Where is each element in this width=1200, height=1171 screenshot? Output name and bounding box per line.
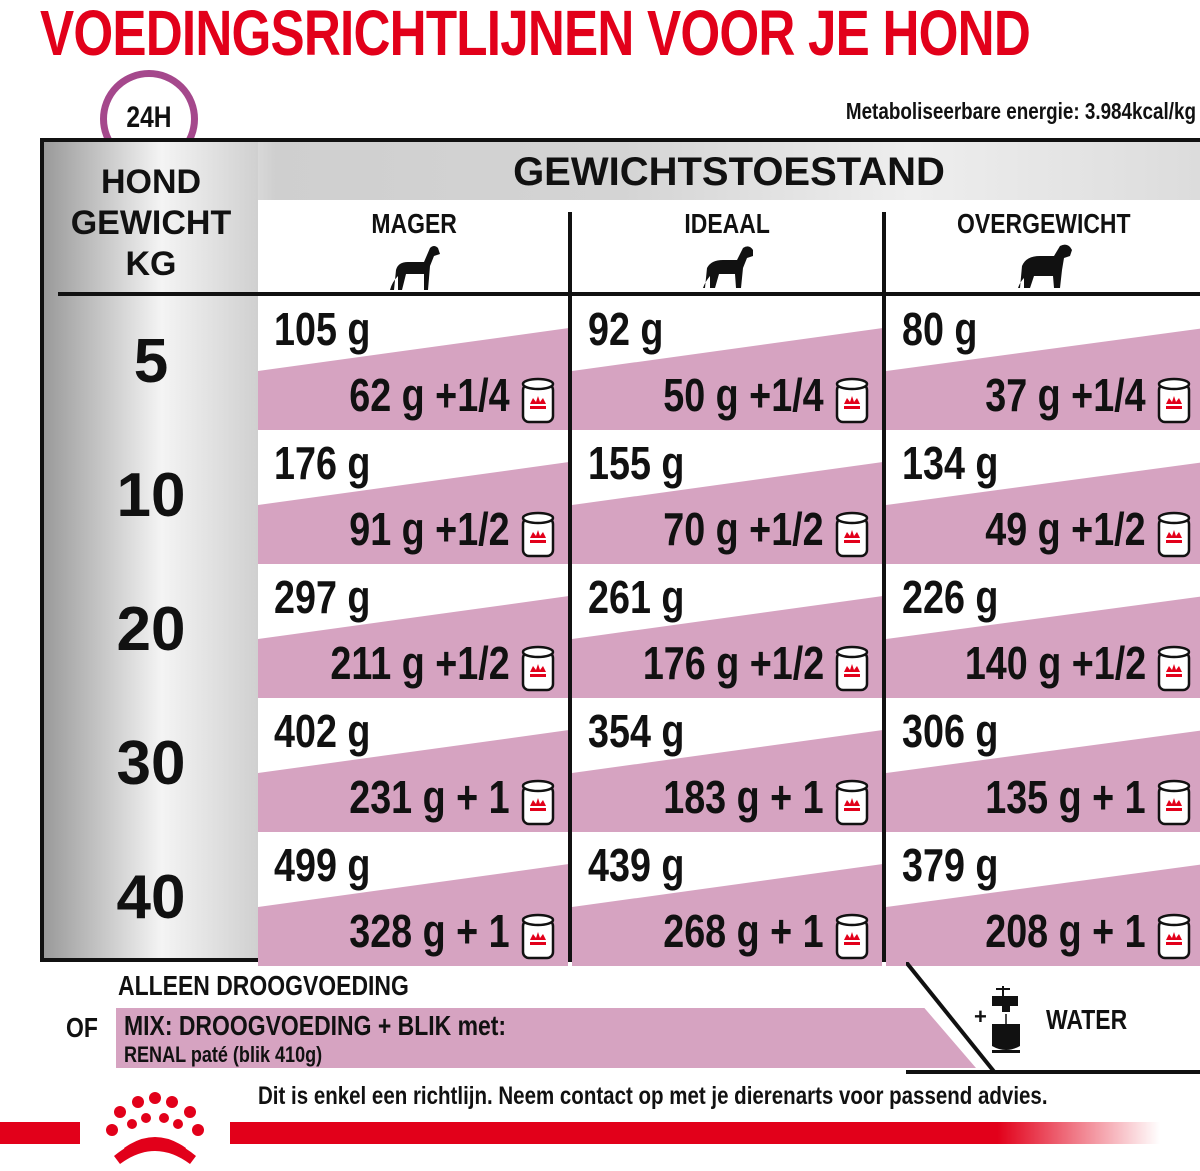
ideal-dog-icon — [703, 246, 753, 288]
can-icon — [1157, 377, 1191, 424]
can-icon — [1157, 913, 1191, 960]
mix-amount: 135 g + 1 — [985, 771, 1146, 823]
overweight-dog-icon — [1018, 244, 1072, 288]
can-icon — [1157, 645, 1191, 692]
legend-mix-line1: MIX: DROOGVOEDING + BLIK met: — [124, 1010, 507, 1041]
feeding-cell: 155 g 70 g +1/2 — [572, 430, 882, 564]
feeding-cell: 134 g 49 g +1/2 — [886, 430, 1200, 564]
feeding-cell: 105 g 62 g +1/4 — [258, 296, 568, 430]
dry-amount: 105 g — [274, 303, 371, 355]
dog-weight-20: 20 — [116, 595, 186, 664]
mix-amount: 183 g + 1 — [663, 771, 824, 823]
dry-amount: 176 g — [274, 437, 371, 489]
can-icon — [521, 645, 555, 692]
feeding-cell: 261 g 176 g +1/2 — [572, 564, 882, 698]
dog-weight-40: 40 — [116, 863, 186, 932]
mix-amount: 140 g +1/2 — [964, 637, 1146, 689]
legend: ALLEEN DROOGVOEDING OF MIX: DROOGVOEDING… — [0, 962, 1200, 1074]
legend-mix-line2: RENAL paté (blik 410g) — [124, 1042, 323, 1067]
feeding-table: HOND GEWICHT KG GEWICHTSTOESTAND MAGER ID… — [40, 138, 1200, 966]
feeding-cell: 499 g 328 g + 1 — [258, 832, 568, 966]
mix-amount: 49 g +1/2 — [985, 503, 1146, 555]
dog-weight-header: HOND GEWICHT KG — [70, 163, 232, 283]
mix-amount: 62 g +1/4 — [349, 369, 510, 421]
can-icon — [1157, 511, 1191, 558]
column-header-overgewicht: OVERGEWICHT — [884, 200, 1200, 292]
feeding-cell: 80 g 37 g +1/4 — [886, 296, 1200, 430]
column-divider — [882, 212, 886, 958]
dog-weight-30: 30 — [116, 729, 186, 798]
can-icon — [835, 511, 869, 558]
condition-header: GEWICHTSTOESTAND — [513, 150, 945, 194]
dog-weight-5: 5 — [133, 327, 169, 396]
feeding-cell: 379 g 208 g + 1 — [886, 832, 1200, 966]
tap-water-icon — [992, 986, 1020, 1053]
mix-amount: 328 g + 1 — [349, 905, 510, 957]
feeding-cell: 92 g 50 g +1/4 — [572, 296, 882, 430]
can-icon — [835, 913, 869, 960]
can-icon — [521, 377, 555, 424]
mix-amount: 176 g +1/2 — [642, 637, 824, 689]
dry-amount: 226 g — [902, 571, 999, 623]
legend-or: OF — [66, 1012, 98, 1043]
mix-amount: 211 g +1/2 — [330, 637, 510, 689]
dry-amount: 297 g — [274, 571, 371, 623]
dog-weight-10: 10 — [116, 461, 186, 530]
mix-amount: 50 g +1/4 — [663, 369, 824, 421]
water-box: + WATER — [906, 962, 1200, 1074]
legend-mix-band — [116, 1008, 976, 1068]
metabolizable-energy: Metaboliseerbare energie: 3.984kcal/kg — [845, 98, 1196, 124]
royal-canin-crown-logo — [80, 1086, 230, 1166]
dry-amount: 402 g — [274, 705, 371, 757]
dry-amount: 306 g — [902, 705, 999, 757]
dry-amount: 439 g — [588, 839, 685, 891]
water-label: WATER — [1046, 1004, 1128, 1035]
column-divider — [568, 212, 572, 958]
can-icon — [1157, 779, 1191, 826]
feeding-cell: 297 g 211 g +1/2 — [258, 564, 568, 698]
feeding-cell: 354 g 183 g + 1 — [572, 698, 882, 832]
feeding-cell: 176 g 91 g +1/2 — [258, 430, 568, 564]
dry-amount: 499 g — [274, 839, 371, 891]
mix-amount: 208 g + 1 — [985, 905, 1146, 957]
feeding-cell: 439 g 268 g + 1 — [572, 832, 882, 966]
dry-amount: 80 g — [902, 303, 978, 355]
can-icon — [835, 779, 869, 826]
column-header-mager: MAGER — [258, 200, 570, 292]
mix-amount: 37 g +1/4 — [985, 369, 1146, 421]
disclaimer: Dit is enkel een richtlijn. Neem contact… — [258, 1082, 1048, 1110]
feeding-cell: 402 g 231 g + 1 — [258, 698, 568, 832]
mix-amount: 231 g + 1 — [349, 771, 510, 823]
weight-column — [44, 142, 258, 958]
dry-amount: 92 g — [588, 303, 664, 355]
mix-amount: 91 g +1/2 — [349, 503, 510, 555]
column-header-ideaal: IDEAAL — [570, 200, 884, 292]
can-icon — [521, 511, 555, 558]
water-box-edge — [906, 962, 998, 1074]
lean-dog-icon — [390, 246, 440, 290]
can-icon — [835, 377, 869, 424]
feeding-cell: 306 g 135 g + 1 — [886, 698, 1200, 832]
can-icon — [835, 645, 869, 692]
brand-line — [0, 1122, 1160, 1144]
dry-amount: 379 g — [902, 839, 999, 891]
dry-amount: 261 g — [588, 571, 685, 623]
legend-dry-only: ALLEEN DROOGVOEDING — [118, 970, 409, 1001]
mix-amount: 70 g +1/2 — [663, 503, 824, 555]
page-title: VOEDINGSRICHTLIJNEN VOOR JE HOND — [40, 0, 1031, 69]
mix-amount: 268 g + 1 — [663, 905, 824, 957]
dry-amount: 134 g — [902, 437, 999, 489]
feeding-cell: 226 g 140 g +1/2 — [886, 564, 1200, 698]
dry-amount: 155 g — [588, 437, 685, 489]
can-icon — [521, 913, 555, 960]
can-icon — [521, 779, 555, 826]
dry-amount: 354 g — [588, 705, 685, 757]
header-divider — [58, 292, 1200, 296]
